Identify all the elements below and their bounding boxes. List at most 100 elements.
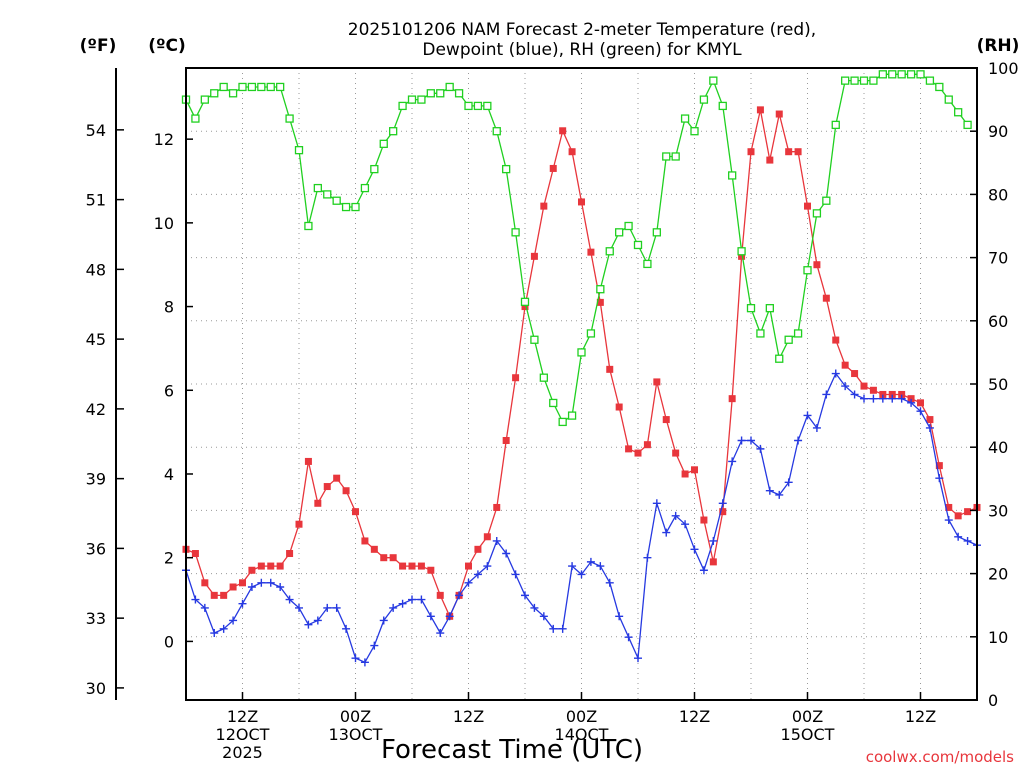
rh-tick-label: 0: [988, 691, 998, 710]
dewpoint-point: [662, 528, 671, 537]
rh-tick-label: 60: [988, 312, 1008, 331]
rh-point: [633, 240, 643, 250]
rh-point: [257, 82, 266, 92]
dewpoint-point: [916, 407, 925, 416]
x-tick-label: 00Z: [566, 707, 597, 726]
rh-point: [520, 297, 530, 306]
rh-point: [360, 183, 370, 193]
temperature-point: [860, 382, 868, 390]
dewpoint-point: [925, 423, 934, 432]
temperature-point: [333, 474, 341, 482]
rh-point: [539, 373, 548, 382]
temperature-point: [888, 390, 896, 398]
rh-point: [859, 76, 869, 85]
dewpoint-point: [295, 603, 303, 612]
fahrenheit-tick-label: 51: [86, 191, 106, 210]
fahrenheit-unit-label: (ºF): [80, 36, 117, 56]
fahrenheit-tick-label: 39: [86, 470, 106, 489]
x-tick-label: 12Z: [227, 707, 258, 726]
temperature-point: [191, 550, 199, 558]
rh-point: [191, 114, 200, 123]
x-tick-label: 00Z: [792, 707, 823, 726]
temperature-point: [804, 202, 811, 210]
dewpoint-point: [634, 654, 642, 663]
temperature-point: [700, 516, 708, 524]
temperature-point: [643, 441, 651, 449]
temperature-point: [964, 508, 972, 516]
rh-point: [944, 95, 953, 104]
temperature-point: [408, 562, 416, 570]
dewpoint-point: [464, 578, 473, 587]
dewpoint-point: [530, 603, 539, 612]
rh-point: [596, 285, 605, 294]
dewpoint-point: [841, 382, 850, 391]
dewpoint-point: [276, 582, 285, 591]
temperature-point: [248, 566, 256, 574]
temperature-point: [257, 562, 265, 570]
temperature-point: [775, 110, 783, 118]
dewpoint-point: [888, 394, 897, 403]
rh-point: [718, 101, 727, 111]
fahrenheit-tick-label: 45: [86, 330, 106, 349]
rh-tick-label: 20: [988, 565, 1008, 584]
rh-point: [888, 70, 897, 79]
rh-point: [925, 76, 935, 85]
temperature-point: [220, 591, 228, 599]
rh-point: [690, 127, 699, 136]
temperature-point: [399, 562, 407, 570]
celsius-tick-label: 0: [164, 632, 174, 651]
temperature-point: [719, 508, 727, 516]
rh-tick-label: 70: [988, 249, 1008, 268]
temperature-point: [361, 537, 369, 545]
credit-text: coolwx.com/models: [866, 748, 1014, 766]
celsius-tick-label: 4: [164, 465, 174, 484]
dewpoint-point: [850, 390, 859, 399]
x-tick-label: 15OCT: [781, 725, 835, 744]
dewpoint-point: [954, 532, 963, 541]
rh-point: [624, 221, 633, 231]
temperature-series: [182, 106, 981, 620]
x-axis-title: Forecast Time (UTC): [381, 735, 643, 765]
chart-title-line-2: Dewpoint (blue), RH (green) for KMYL: [422, 40, 742, 60]
temperature-point: [822, 294, 830, 302]
dewpoint-point: [247, 582, 256, 591]
rh-point: [502, 164, 511, 174]
temperature-point: [210, 591, 218, 599]
dewpoint-point: [191, 595, 200, 604]
temperature-point: [935, 462, 943, 470]
temperature-point: [625, 445, 633, 453]
dewpoint-point: [699, 566, 708, 575]
x-tick-label: 2025: [222, 743, 263, 762]
dewpoint-point: [615, 612, 624, 621]
dewpoint-point: [869, 394, 878, 403]
temperature-point: [465, 562, 472, 570]
temperature-point: [578, 198, 585, 206]
temperature-point: [869, 386, 877, 394]
rh-point: [605, 247, 614, 256]
x-tick-label: 12Z: [679, 707, 710, 726]
temperature-point: [380, 554, 388, 562]
temperature-point: [474, 545, 482, 553]
rh-point: [276, 82, 285, 92]
rh-point: [737, 247, 746, 256]
rh-point: [341, 202, 351, 212]
dewpoint-point: [219, 624, 228, 633]
x-tick-label: 13OCT: [329, 725, 383, 744]
celsius-tick-label: 2: [164, 549, 174, 568]
temperature-point: [945, 503, 953, 511]
temperature-point: [681, 470, 689, 478]
temperature-point: [389, 554, 397, 562]
rh-point: [841, 76, 850, 85]
dewpoint-point: [238, 599, 247, 608]
dewpoint-point: [812, 423, 821, 432]
temperature-point: [653, 378, 661, 386]
fahrenheit-tick-label: 42: [86, 400, 106, 419]
dewpoint-point: [549, 624, 558, 633]
temperature-point: [954, 512, 962, 520]
temperature-point: [926, 416, 934, 424]
rh-point: [454, 89, 464, 98]
rh-tick-label: 50: [988, 375, 1008, 394]
dewpoint-point: [539, 612, 548, 621]
rh-point: [200, 95, 209, 104]
